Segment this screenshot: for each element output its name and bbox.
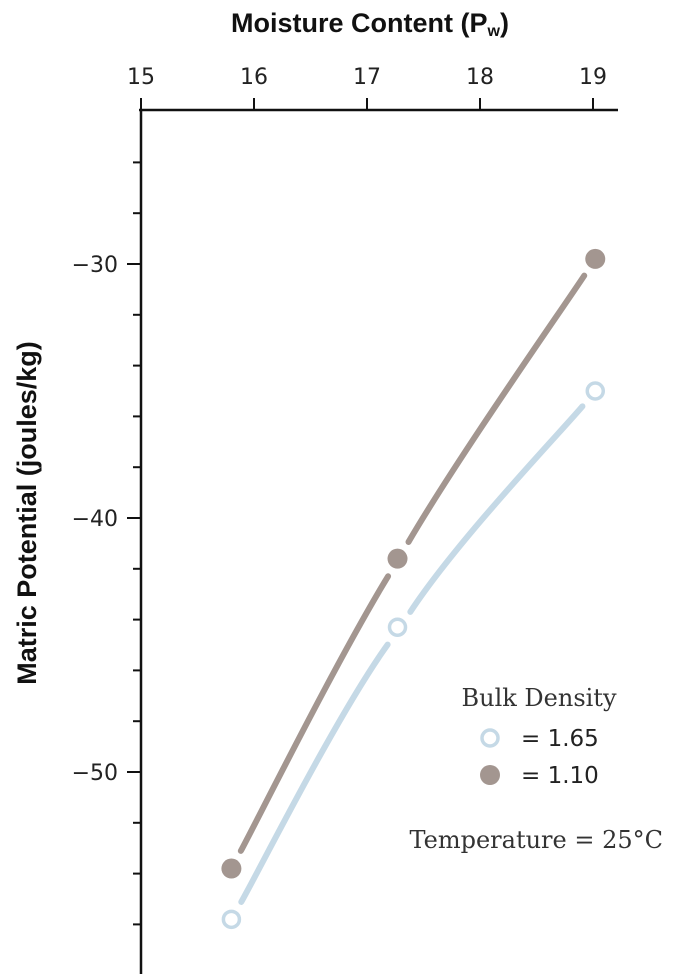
series-layer [221, 248, 606, 930]
legend-label-1-65: = 1.65 [521, 726, 599, 752]
y-tick-label-30: −30 [72, 253, 118, 278]
series-110-point-1 [221, 858, 242, 879]
legend-title: Bulk Density [461, 684, 616, 712]
y-axis-title: Matric Potential (joules/kg) [12, 341, 42, 685]
series-110-point-3 [585, 248, 606, 269]
series-165-point-3 [585, 381, 606, 401]
y-tick-label-50: −50 [72, 761, 118, 786]
temperature-annotation: Temperature = 25°C [410, 826, 664, 854]
series-165-line-segment-2 [407, 403, 586, 615]
x-axis-title-subscript: w [487, 23, 501, 40]
legend-marker-open [480, 728, 500, 748]
legend: Bulk Density = 1.65 = 1.10 [461, 684, 616, 789]
x-ticks: 15 16 17 18 19 [127, 65, 607, 110]
series-110-line-segment-2 [405, 272, 588, 545]
x-tick-label-19: 19 [579, 65, 607, 90]
x-tick-label-17: 17 [353, 65, 381, 90]
y-ticks: −30 −40 −50 [72, 161, 141, 926]
series-165-point-2 [387, 617, 408, 637]
legend-label-1-10: = 1.10 [521, 763, 599, 789]
series-110-line-segment-1 [237, 573, 392, 854]
y-tick-label-40: −40 [72, 507, 118, 532]
x-tick-label-15: 15 [127, 65, 155, 90]
legend-marker-filled [480, 765, 500, 785]
series-110-point-2 [387, 548, 408, 569]
x-tick-label-18: 18 [466, 65, 494, 90]
series-165-line-segment-1 [238, 641, 391, 905]
series-165-point-1 [221, 909, 242, 930]
x-axis-title: Moisture Content (Pw) [231, 8, 509, 40]
x-tick-label-16: 16 [240, 65, 268, 90]
